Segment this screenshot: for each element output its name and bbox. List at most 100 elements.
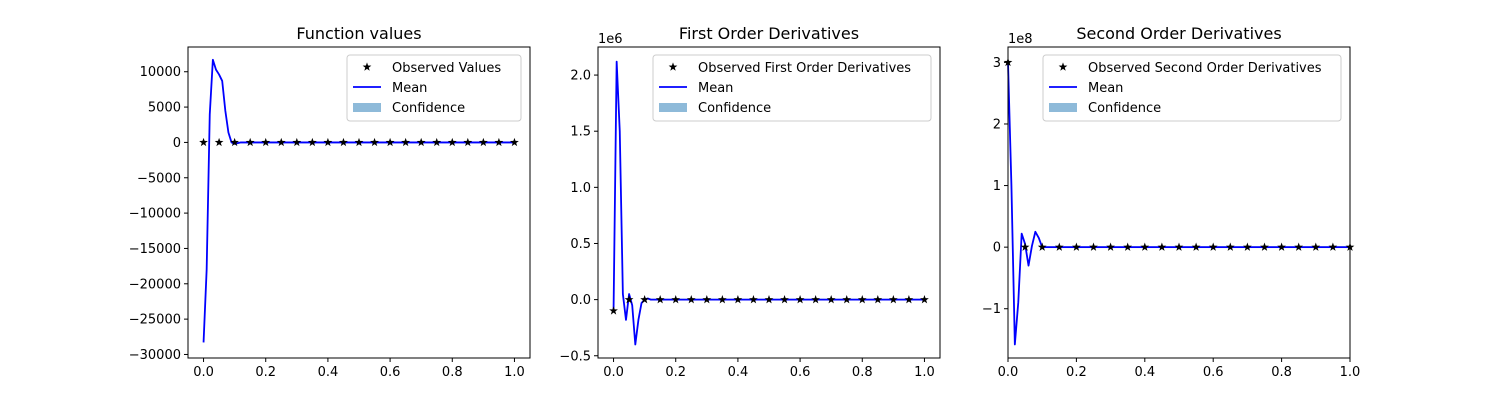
axes-frame xyxy=(187,46,531,359)
x-tick-label: 0.6 xyxy=(790,365,811,380)
legend-label: Observed First Order Derivatives xyxy=(698,61,911,76)
observed-point xyxy=(826,295,836,304)
legend-label: Mean xyxy=(1088,81,1123,96)
observed-point xyxy=(671,295,681,304)
legend-label: Mean xyxy=(698,81,733,96)
observed-point xyxy=(764,295,774,304)
observed-point xyxy=(888,295,898,304)
observed-point xyxy=(1243,242,1252,251)
observed-point xyxy=(478,137,488,147)
y-tick-label: 5000 xyxy=(148,101,181,116)
observed-point xyxy=(1157,242,1167,251)
chart-panel-3: 0.0 0.2 0.4 0.6 0.8 1.0 −1 0 1 2 3 1e8 Second Order … xyxy=(982,24,1361,380)
x-tick-label: 0.2 xyxy=(1066,365,1087,380)
observed-point xyxy=(354,137,364,147)
observed-point xyxy=(416,137,426,147)
observed-point xyxy=(1311,242,1321,251)
axis-offset-label: 1e6 xyxy=(598,32,623,47)
observed-point xyxy=(1294,242,1304,251)
observed-point xyxy=(1072,242,1081,251)
y-tick-label: −10000 xyxy=(129,207,181,222)
observed-point xyxy=(214,137,224,147)
y-tick-label: 1 xyxy=(993,179,1001,194)
axis-offset-label: 1e8 xyxy=(1008,32,1033,47)
observed-point xyxy=(463,137,473,147)
observed-point xyxy=(1208,242,1218,251)
x-tick-label: 0.2 xyxy=(665,365,686,380)
x-tick-label: 0.4 xyxy=(728,365,749,380)
x-tick-label: 0.0 xyxy=(998,365,1019,380)
x-tick-label: 0.2 xyxy=(255,365,276,380)
observed-point xyxy=(842,295,852,304)
observed-point xyxy=(447,137,457,147)
observed-point xyxy=(401,137,411,147)
x-tick-label: 0.4 xyxy=(1134,365,1155,380)
legend-box xyxy=(346,54,522,122)
axes-frame xyxy=(1007,46,1351,359)
observed-point xyxy=(261,137,271,147)
observed-point xyxy=(199,137,208,147)
mean-line xyxy=(202,58,515,343)
x-tick-label: 0.6 xyxy=(1203,365,1224,380)
x-tick-label: 0.6 xyxy=(380,365,401,380)
legend-label: Mean xyxy=(392,81,427,96)
observed-point xyxy=(245,137,255,147)
x-tick-label: 1.0 xyxy=(914,365,935,380)
observed-point xyxy=(370,137,379,147)
observed-point xyxy=(339,137,348,147)
legend-box xyxy=(1042,54,1342,122)
x-tick-label: 0.8 xyxy=(852,365,873,380)
observed-point xyxy=(717,295,727,304)
legend: Observed Second Order Derivatives Mean Con… xyxy=(1042,54,1342,122)
legend-label: Observed Second Order Derivatives xyxy=(1088,61,1322,76)
observed-point xyxy=(920,295,929,304)
observed-point xyxy=(1089,242,1098,251)
observed-point xyxy=(1123,242,1133,251)
observed-point xyxy=(904,295,914,304)
observed-point xyxy=(1140,242,1150,251)
chart-title: First Order Derivatives xyxy=(679,24,859,43)
observed-point xyxy=(510,137,519,147)
observed-point xyxy=(230,137,240,147)
legend: Observed Values Mean Confidence xyxy=(346,54,522,122)
legend-box xyxy=(652,54,932,122)
observed-point xyxy=(1225,242,1235,251)
observed-point xyxy=(1174,242,1184,251)
observed-point xyxy=(1191,242,1201,251)
y-tick-label: 0.5 xyxy=(570,237,591,252)
chart-panel-2: 0.0 0.2 0.4 0.6 0.8 1.0 −0.5 0.0 0.5 1.0 1.5 2.0 1e6… xyxy=(559,24,941,380)
observed-point xyxy=(432,137,442,147)
y-tick-label: −1 xyxy=(982,302,1001,317)
observed-point xyxy=(307,137,317,147)
legend-label: Confidence xyxy=(392,101,465,116)
observed-point xyxy=(780,295,789,304)
chart-panel-1: 0.0 0.2 0.4 0.6 0.8 1.0 −30000 −25000 −20000 −150… xyxy=(129,24,531,380)
observed-point xyxy=(276,137,286,147)
chart-title: Function values xyxy=(296,24,421,43)
observed-point xyxy=(494,137,504,147)
observed-point xyxy=(292,137,302,147)
observed-point xyxy=(702,295,712,304)
y-tick-label: 2 xyxy=(993,117,1001,132)
y-tick-label: −15000 xyxy=(129,242,181,257)
observed-point xyxy=(609,306,618,315)
x-tick-label: 1.0 xyxy=(1340,365,1361,380)
observed-point xyxy=(749,295,758,304)
observed-point xyxy=(1020,242,1030,251)
observed-point xyxy=(323,137,333,147)
observed-point xyxy=(385,137,395,147)
y-tick-label: 0 xyxy=(173,136,181,151)
observed-point xyxy=(624,295,634,304)
x-tick-label: 0.4 xyxy=(318,365,339,380)
observed-point xyxy=(655,295,665,304)
legend-patch-marker xyxy=(659,103,687,112)
y-tick-label: −20000 xyxy=(129,277,181,292)
observed-point xyxy=(1328,242,1338,251)
observed-point xyxy=(686,295,696,304)
x-tick-label: 0.8 xyxy=(442,365,463,380)
observed-point xyxy=(1260,242,1269,251)
y-tick-label: −30000 xyxy=(129,348,181,363)
observed-point xyxy=(640,295,650,304)
x-tick-label: 0.8 xyxy=(1271,365,1292,380)
